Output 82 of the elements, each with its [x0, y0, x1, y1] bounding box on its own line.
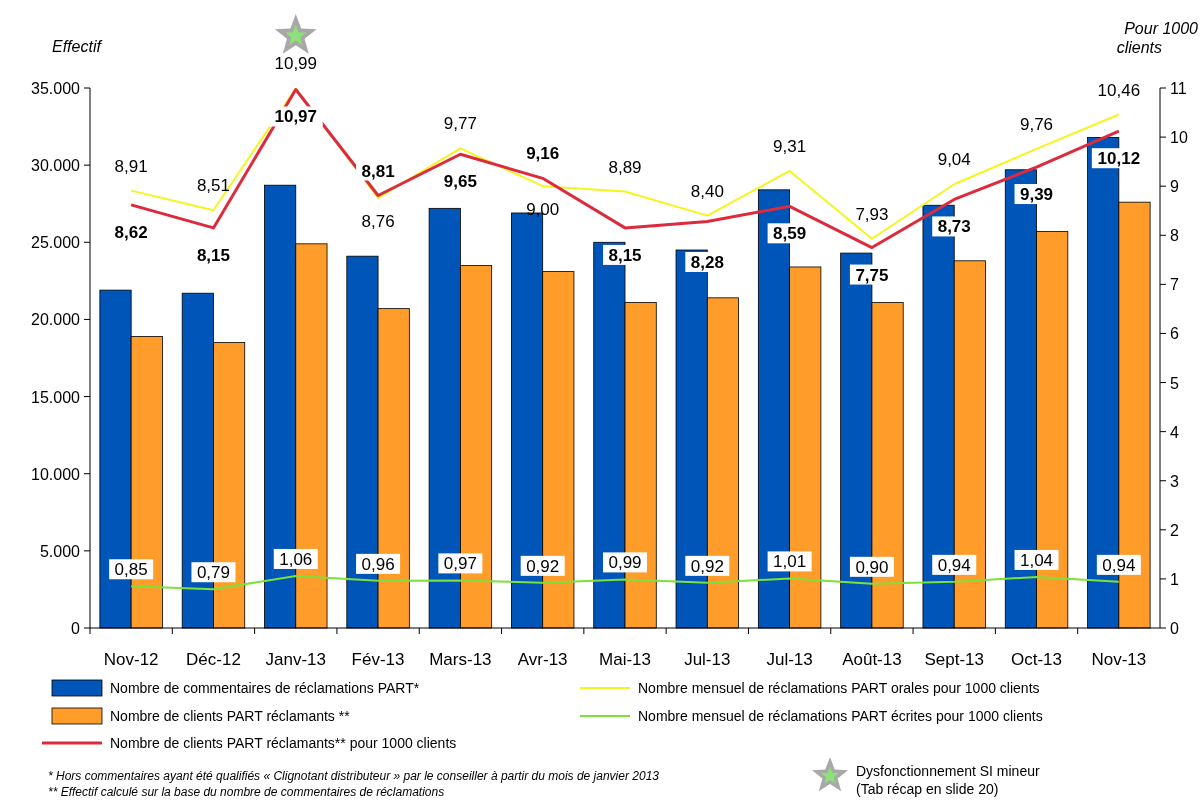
- data-label: 10,99: [274, 54, 318, 74]
- x-tick-label: Fév-13: [351, 650, 405, 669]
- data-label: 0,92: [526, 556, 560, 576]
- data-label: 0,79: [196, 563, 231, 583]
- y-tick-label: 0: [71, 620, 81, 637]
- data-label: 0,85: [114, 560, 148, 580]
- data-label: 9,76: [1019, 114, 1054, 134]
- y2-tick-label: 5: [1170, 374, 1179, 392]
- y2-tick-label: 8: [1170, 227, 1179, 245]
- data-label: 9,04: [937, 150, 971, 170]
- y2-tick-label: 3: [1170, 472, 1179, 490]
- text: ** Effectif calculé sur la base du nombre de commentaires de réclamations: [48, 785, 445, 799]
- x-tick-label: Jul-13: [684, 650, 731, 669]
- y2-axis-title: Pour 1000 clients: [1116, 20, 1199, 56]
- data-label: 0,99: [608, 553, 642, 573]
- x-tick-label: Jul-13: [766, 650, 813, 669]
- data-label: 10,12: [1097, 149, 1141, 169]
- x-tick-label: Nov-12: [103, 650, 159, 669]
- data-label: 9,65: [443, 172, 477, 192]
- data-label: 0,90: [855, 557, 889, 577]
- data-label: 1,04: [1019, 550, 1054, 570]
- x-tick-label: Oct-13: [1011, 650, 1063, 669]
- data-label: 8,15: [608, 245, 642, 265]
- data-label: 8,15: [196, 245, 231, 265]
- y-tick-label: 15.000: [31, 388, 81, 406]
- y-tick-label: 20.000: [31, 311, 81, 329]
- data-label: 8,28: [690, 253, 724, 272]
- data-label: 8,81: [361, 161, 395, 181]
- data-label: 7,93: [855, 204, 889, 224]
- text: * Hors commentaires ayant été qualifiés « Clignotant distributeur » par le conseiller à partir du mois de janvier 2013: [48, 769, 660, 783]
- data-label: 10,46: [1097, 80, 1141, 100]
- legend-label: Nombre de commentaires de réclamations PART*: [110, 680, 420, 696]
- text: Dysfonctionnement SI mineur (Tab récap en slide 20): [856, 763, 1040, 797]
- data-label: 0,94: [1102, 555, 1136, 575]
- y2-tick-label: 6: [1170, 325, 1179, 343]
- y-tick-label: 25.000: [31, 234, 81, 252]
- y2-tick-label: 0: [1170, 620, 1179, 637]
- y-tick-label: 5.000: [39, 542, 81, 560]
- y2-tick-label: 9: [1170, 178, 1179, 196]
- data-label: 8,51: [196, 176, 231, 196]
- x-tick-label: Janv-13: [265, 650, 327, 669]
- y2-tick-label: 2: [1170, 521, 1179, 539]
- y-axis-title: Effectif: [52, 38, 103, 55]
- data-label: 8,89: [608, 157, 642, 177]
- y2-tick-label: 4: [1170, 423, 1179, 441]
- legend-label: Nombre mensuel de réclamations PART écrites pour 1000 clients: [638, 708, 1043, 724]
- data-label: 8,91: [114, 156, 148, 176]
- legend-label: Nombre mensuel de réclamations PART orales pour 1000 clients: [638, 680, 1040, 696]
- data-label: 9,31: [773, 136, 807, 156]
- data-label: 9,00: [526, 200, 560, 220]
- data-label: 8,40: [690, 181, 724, 201]
- data-label: 8,59: [773, 224, 807, 244]
- x-tick-label: Déc-12: [186, 650, 241, 669]
- legend-label: Nombre de clients PART réclamants **: [110, 708, 351, 724]
- y2-tick-label: 10: [1170, 129, 1188, 147]
- data-label: 0,92: [690, 556, 724, 576]
- x-tick-label: Nov-13: [1091, 650, 1147, 669]
- y2-tick-label: 1: [1170, 570, 1179, 588]
- data-label: 9,39: [1019, 185, 1054, 205]
- data-label: 0,94: [937, 555, 971, 575]
- data-label: 10,97: [274, 107, 318, 127]
- x-tick-label: Mars-13: [429, 650, 492, 669]
- y2-tick-label: 11: [1170, 80, 1187, 97]
- legend-label: Nombre de clients PART réclamants** pour 1000 clients: [110, 735, 457, 751]
- x-tick-label: Sept-13: [924, 650, 984, 669]
- data-label: 8,62: [114, 222, 148, 242]
- data-label: 8,76: [361, 211, 395, 231]
- data-label: 0,97: [443, 554, 477, 574]
- data-label: 1,01: [773, 552, 807, 572]
- y-tick-label: 10.000: [31, 465, 81, 483]
- data-label: 9,77: [443, 114, 477, 134]
- y-tick-label: 35.000: [31, 80, 81, 97]
- y-tick-label: 30.000: [31, 157, 81, 175]
- data-label: 8,73: [937, 217, 971, 237]
- data-label: 0,96: [361, 554, 395, 574]
- x-tick-label: Mai-13: [599, 650, 651, 669]
- x-tick-label: Août-13: [842, 650, 902, 669]
- y2-tick-label: 7: [1170, 276, 1179, 294]
- data-label: 7,75: [855, 265, 889, 285]
- data-label: 9,16: [526, 144, 560, 164]
- x-tick-label: Avr-13: [517, 650, 568, 669]
- data-label: 1,06: [279, 549, 313, 569]
